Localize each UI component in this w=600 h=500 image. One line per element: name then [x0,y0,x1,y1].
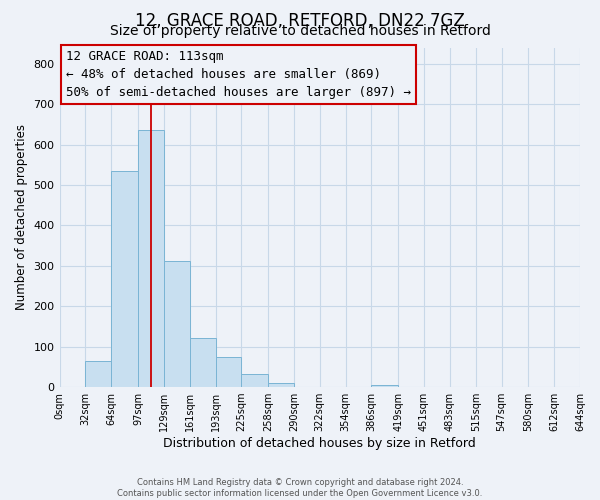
Bar [85,361,111,387]
Bar [241,374,268,387]
Bar [268,383,294,387]
Bar [215,357,241,387]
X-axis label: Distribution of detached houses by size in Retford: Distribution of detached houses by size … [163,437,476,450]
Text: 12 GRACE ROAD: 113sqm
← 48% of detached houses are smaller (869)
50% of semi-det: 12 GRACE ROAD: 113sqm ← 48% of detached … [66,50,411,98]
Text: Contains HM Land Registry data © Crown copyright and database right 2024.
Contai: Contains HM Land Registry data © Crown c… [118,478,482,498]
Bar [371,385,398,387]
Bar [164,261,190,387]
Bar [111,171,138,387]
Bar [190,338,215,387]
Text: 12, GRACE ROAD, RETFORD, DN22 7GZ: 12, GRACE ROAD, RETFORD, DN22 7GZ [135,12,465,30]
Text: Size of property relative to detached houses in Retford: Size of property relative to detached ho… [110,24,490,38]
Bar [138,130,164,387]
Y-axis label: Number of detached properties: Number of detached properties [15,124,28,310]
